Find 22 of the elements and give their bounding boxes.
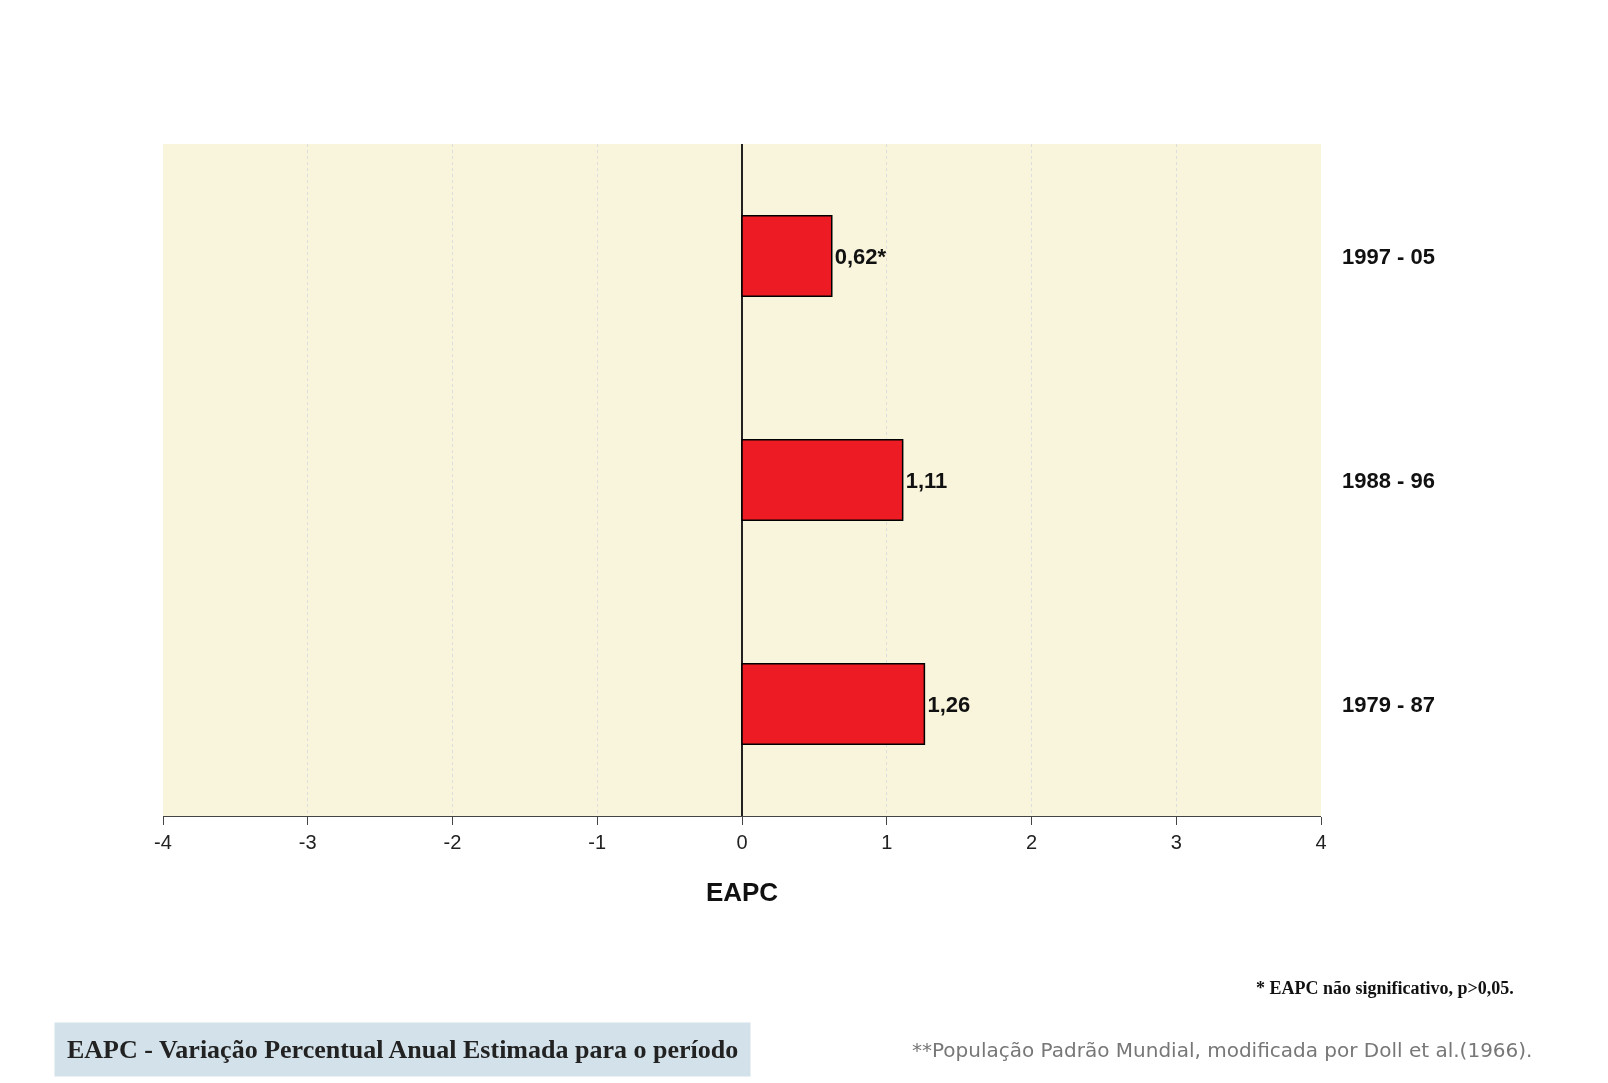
y-tick-label: 1988 - 96 <box>1342 467 1435 493</box>
text: * EAPC não significativo, p>0,05. <box>1256 978 1514 998</box>
text: **População Padrão Mundial, modificada por Doll et al.(1966). <box>912 1038 1533 1062</box>
y-tick-label: 1997 - 05 <box>1342 243 1435 269</box>
x-tick-label: -3 <box>298 831 317 853</box>
x-tick-label: 0 <box>736 831 748 853</box>
bar <box>741 214 833 298</box>
data-label: 1,26 <box>927 691 971 717</box>
x-tick-label: -4 <box>154 831 172 853</box>
x-tick-label: 4 <box>1315 831 1327 853</box>
x-axis-title: EAPC <box>705 876 779 907</box>
text: EAPC - Variação Percentual Anual Estimada para o período <box>67 1035 739 1064</box>
x-tick-label: 2 <box>1025 831 1038 853</box>
x-tick-label: -1 <box>588 831 607 853</box>
bar <box>741 662 926 746</box>
data-label: 0,62* <box>834 243 887 269</box>
bar <box>741 438 904 522</box>
data-label: 1,11 <box>905 467 948 493</box>
x-tick-label: -2 <box>443 831 462 853</box>
x-tick-label: 3 <box>1170 831 1182 853</box>
y-tick-label: 1979 - 87 <box>1342 691 1435 717</box>
x-tick-label: 1 <box>881 831 893 853</box>
